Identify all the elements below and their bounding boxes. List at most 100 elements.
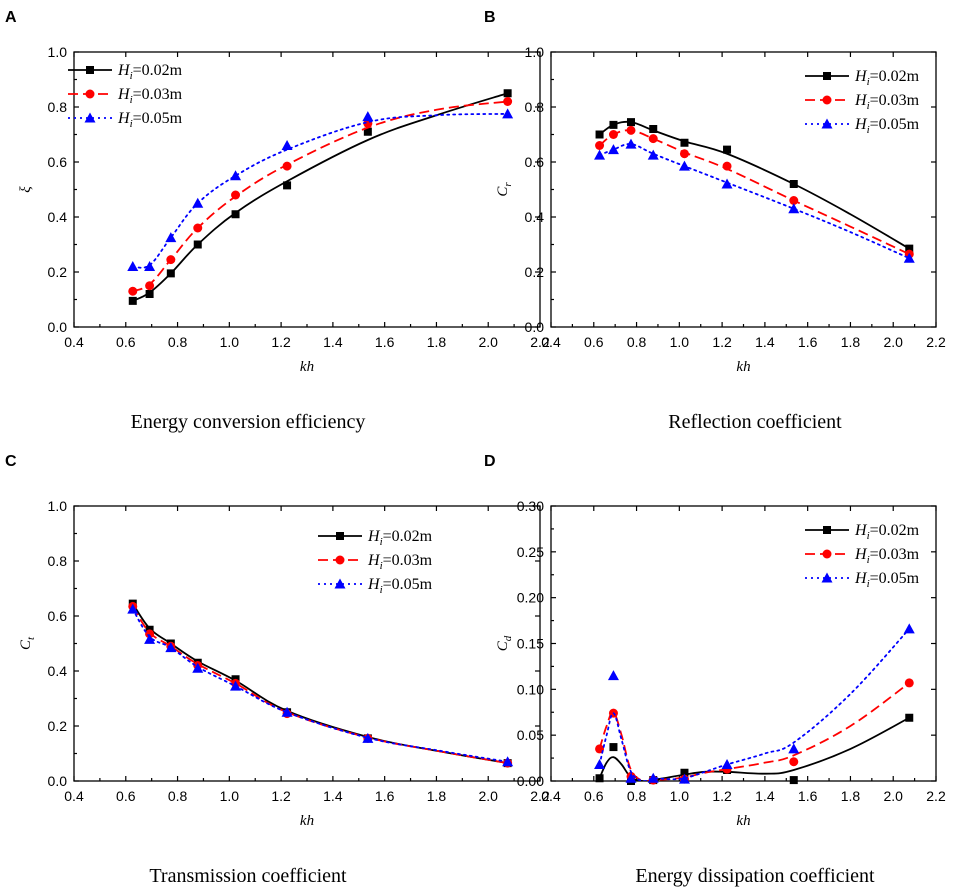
- legend-item: Hi=0.02m: [805, 68, 920, 88]
- data-point: [905, 713, 914, 722]
- chart-panel-d: D0.4 0.6 0.8 1.0 1.2 1.4 1.6 1.8 2.0 2.20.000.050…: [484, 453, 946, 887]
- data-point: [281, 706, 293, 717]
- x-tick-label: 1.0: [220, 788, 240, 804]
- data-point: [648, 134, 658, 144]
- x-tick-label: 1.8: [841, 788, 861, 804]
- data-point: [608, 130, 618, 139]
- data-point: [788, 203, 800, 214]
- data-point: [192, 662, 204, 673]
- series-line: [132, 603, 508, 765]
- legend-label-sub: i: [130, 70, 133, 82]
- x-tick-label: 1.8: [427, 788, 447, 804]
- legend-label-rest: =0.03m: [870, 92, 920, 109]
- series-line: [132, 605, 508, 765]
- data-point: [626, 125, 636, 135]
- legend-label-sub: i: [130, 118, 133, 130]
- x-tick-label: 0.4: [64, 788, 84, 804]
- x-tick-label: 1.6: [798, 334, 818, 350]
- y-tick-label: 0.4: [48, 663, 68, 679]
- series-line: [131, 608, 509, 763]
- legend-label-sub: i: [867, 554, 870, 566]
- legend-label-sub: i: [867, 76, 870, 88]
- legend-label-main: H: [117, 110, 131, 127]
- data-point: [609, 120, 618, 129]
- legend-label-rest: =0.05m: [133, 110, 183, 127]
- data-point: [721, 178, 733, 189]
- legend-item: Hi=0.05m: [805, 570, 920, 590]
- x-tick-label: 2.2: [530, 788, 550, 804]
- legend-marker: [84, 112, 96, 123]
- legend-marker: [821, 118, 833, 129]
- data-point: [127, 603, 139, 614]
- series-line: [598, 682, 910, 781]
- y-tick-label: 0.20: [517, 590, 544, 606]
- y-tick-label: 0.4: [525, 209, 545, 225]
- y-tick-label: 0.2: [48, 718, 68, 734]
- x-tick-label: 0.4: [541, 334, 561, 350]
- series-line: [598, 143, 911, 260]
- panel-caption: Reflection coefficient: [668, 411, 842, 433]
- data-point: [678, 773, 690, 784]
- legend-label-rest: =0.02m: [870, 522, 920, 539]
- legend-label: Hi=0.03m: [117, 86, 183, 106]
- legend-label: Hi=0.02m: [117, 62, 183, 82]
- legend-label-rest: =0.02m: [383, 528, 433, 545]
- y-tick-label: 0.2: [48, 264, 68, 280]
- data-point: [193, 240, 202, 249]
- y-tick-label: 0.00: [517, 773, 544, 789]
- x-tick-label: 0.8: [627, 334, 647, 350]
- legend-label: Hi=0.05m: [367, 576, 433, 596]
- data-point: [165, 642, 177, 653]
- y-tick-label: 0.05: [517, 727, 544, 743]
- data-point: [680, 768, 689, 777]
- x-tick-label: 1.4: [323, 334, 343, 350]
- legend-label-sub: i: [380, 536, 383, 548]
- data-point: [283, 181, 292, 190]
- y-tick-label: 0.2: [525, 264, 545, 280]
- data-point: [594, 759, 606, 769]
- legend-label-main: H: [854, 546, 868, 563]
- x-tick-label: 0.8: [168, 788, 188, 804]
- y-axis-label: Cr: [495, 182, 514, 197]
- y-axis-label-sub: t: [25, 636, 37, 640]
- series-hi-0-05m: [127, 603, 514, 767]
- series-hi-0-03m: [128, 601, 513, 768]
- data-point: [789, 196, 799, 205]
- data-point: [363, 127, 372, 136]
- data-point: [609, 743, 618, 752]
- legend-label: Hi=0.03m: [854, 92, 920, 112]
- x-tick-label: 0.8: [627, 788, 647, 804]
- data-point: [626, 118, 635, 127]
- x-tick-label: 1.4: [755, 788, 775, 804]
- legend-marker: [822, 95, 832, 105]
- y-tick-label: 0.6: [48, 608, 68, 624]
- plot-frame: [73, 505, 541, 782]
- x-tick-label: 2.0: [478, 334, 498, 350]
- legend-label: Hi=0.02m: [854, 522, 920, 542]
- legend-item: Hi=0.02m: [68, 62, 183, 82]
- data-point: [722, 161, 732, 171]
- data-point: [721, 759, 733, 769]
- data-point: [595, 130, 604, 139]
- y-tick-label: 0.0: [48, 773, 68, 789]
- x-tick-label: 1.4: [323, 788, 343, 804]
- legend-marker: [335, 555, 345, 565]
- legend-label: Hi=0.02m: [367, 528, 433, 548]
- x-tick-label: 0.6: [584, 334, 604, 350]
- data-point: [362, 111, 374, 122]
- y-tick-label: 0.6: [525, 154, 545, 170]
- series-hi-0-03m: [595, 125, 914, 259]
- x-tick-label: 1.2: [271, 334, 291, 350]
- x-tick-label: 2.2: [530, 334, 550, 350]
- legend-label-rest: =0.05m: [870, 116, 920, 133]
- data-point: [281, 140, 293, 150]
- panel-letter: B: [484, 9, 496, 26]
- legend-marker: [336, 532, 344, 540]
- series-hi-0-05m: [127, 108, 514, 271]
- x-tick-label: 2.0: [478, 788, 498, 804]
- data-point: [503, 89, 512, 98]
- data-point: [625, 138, 637, 149]
- x-tick-label: 1.2: [271, 788, 291, 804]
